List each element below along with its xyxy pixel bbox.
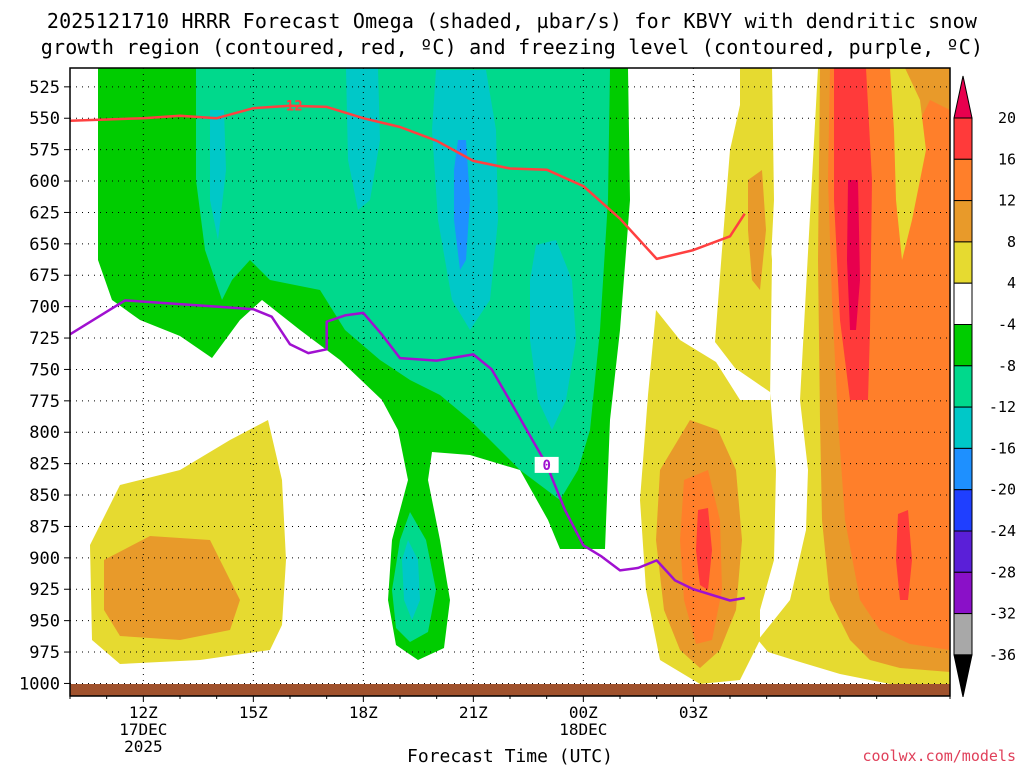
colorbar-label: -36 [989, 646, 1016, 664]
colorbar-bin [953, 200, 973, 243]
omega-region-minus8 [196, 68, 610, 500]
y-tick-label: 700 [29, 298, 60, 318]
colorbar-bin [953, 117, 973, 160]
x-tick-label: 03Z [679, 703, 708, 722]
x-tick-label: 18Z [349, 703, 378, 722]
y-tick-label: 875 [29, 517, 60, 537]
contour-label: -12 [277, 99, 302, 115]
y-tick-label: 850 [29, 486, 60, 506]
y-tick-label: 900 [29, 549, 60, 569]
contour-line-0 [70, 104, 746, 261]
colorbar-label: -16 [989, 439, 1016, 457]
colorbar-label: -32 [989, 605, 1016, 623]
x-axis-label: Forecast Time (UTC) [407, 746, 613, 767]
y-tick-label: 925 [29, 580, 60, 600]
x-tick-label: 17DEC [119, 720, 167, 739]
colorbar-bin [953, 613, 973, 656]
colorbar-bin [953, 365, 973, 408]
y-axis: 525 550 575 600 625 650 675 700 725 750 775 800 825 8… [19, 78, 70, 694]
y-tick-label: 625 [29, 203, 60, 223]
y-tick-label: 975 [29, 643, 60, 663]
y-tick-label: 575 [29, 141, 60, 161]
colorbar-label: 16 [998, 150, 1016, 168]
omega-core-plus16-middle [696, 508, 712, 590]
omega-core-plus8-left [104, 536, 240, 640]
colorbar-bin [953, 447, 973, 491]
omega-shading [90, 68, 950, 690]
colorbar-bin [953, 282, 973, 326]
colorbar-bin [953, 530, 973, 573]
colorbar-bin [953, 324, 973, 367]
colorbar-label: 12 [998, 192, 1016, 210]
y-tick-label: 525 [29, 78, 60, 98]
colorbar-label: 20 [998, 109, 1016, 127]
colorbar-label: -28 [989, 563, 1016, 581]
x-tick-label: 18DEC [559, 720, 607, 739]
y-tick-label: 775 [29, 392, 60, 412]
colorbar-label: 4 [1007, 274, 1016, 292]
y-tick-label: 650 [29, 235, 60, 255]
omega-core-minus16 [454, 140, 470, 270]
colorbar-label: -8 [998, 357, 1016, 375]
colorbar-extend-bottom [953, 654, 973, 698]
y-tick-label: 600 [29, 172, 60, 192]
x-tick-label: 12Z [129, 703, 158, 722]
x-tick-label: 2025 [124, 737, 163, 756]
x-tick-label: 21Z [459, 703, 488, 722]
colorbar-bin [953, 489, 973, 532]
chart-title-line-2: growth region (contoured, red, ºC) and f… [41, 35, 984, 59]
colorbar-label: -20 [989, 481, 1016, 499]
omega-core-minus12-b [530, 240, 576, 430]
y-tick-label: 750 [29, 360, 60, 380]
y-tick-label: 950 [29, 612, 60, 632]
surface-terrain [70, 684, 950, 696]
colorbar-bin [953, 158, 973, 202]
chart-title-line-1: 2025121710 HRRR Forecast Omega (shaded, … [47, 9, 978, 33]
contour-label: 0 [542, 458, 550, 474]
omega-core-minus12-d [210, 110, 226, 240]
colorbar-label: -24 [989, 522, 1016, 540]
y-tick-label: 550 [29, 109, 60, 129]
colorbar-label: 8 [1007, 233, 1016, 251]
credit-text: coolwx.com/models [862, 747, 1016, 765]
omega-core-plus20-right [847, 180, 860, 330]
colorbar-extend-top [953, 75, 973, 119]
colorbar-bin [953, 406, 973, 449]
colorbar-bin [953, 241, 973, 284]
colorbar-bin [953, 571, 973, 615]
y-tick-label: 800 [29, 423, 60, 443]
colorbar: 20 16 12 8 4 -4 -8 -12 -16 -20 -24 -28 -32 -36 [953, 75, 1016, 698]
omega-core-plus8-upper-middle [748, 170, 766, 290]
omega-core-minus12-c [346, 68, 380, 210]
contour-line-1 [70, 299, 745, 602]
y-tick-label: 675 [29, 266, 60, 286]
x-tick-label: 00Z [569, 703, 598, 722]
omega-core-minus12-e [402, 540, 420, 620]
omega-core-plus4-right-cut [890, 68, 926, 260]
colorbar-label: -12 [989, 398, 1016, 416]
y-tick-label: 725 [29, 329, 60, 349]
x-tick-label: 15Z [239, 703, 268, 722]
contour-label-bg [534, 456, 559, 473]
colorbar-label: -4 [998, 316, 1016, 334]
contours: -12 0 [70, 99, 746, 602]
y-tick-label: 825 [29, 455, 60, 475]
omega-core-plus16-right-low [896, 510, 912, 600]
y-tick-label: 1000 [19, 674, 60, 694]
